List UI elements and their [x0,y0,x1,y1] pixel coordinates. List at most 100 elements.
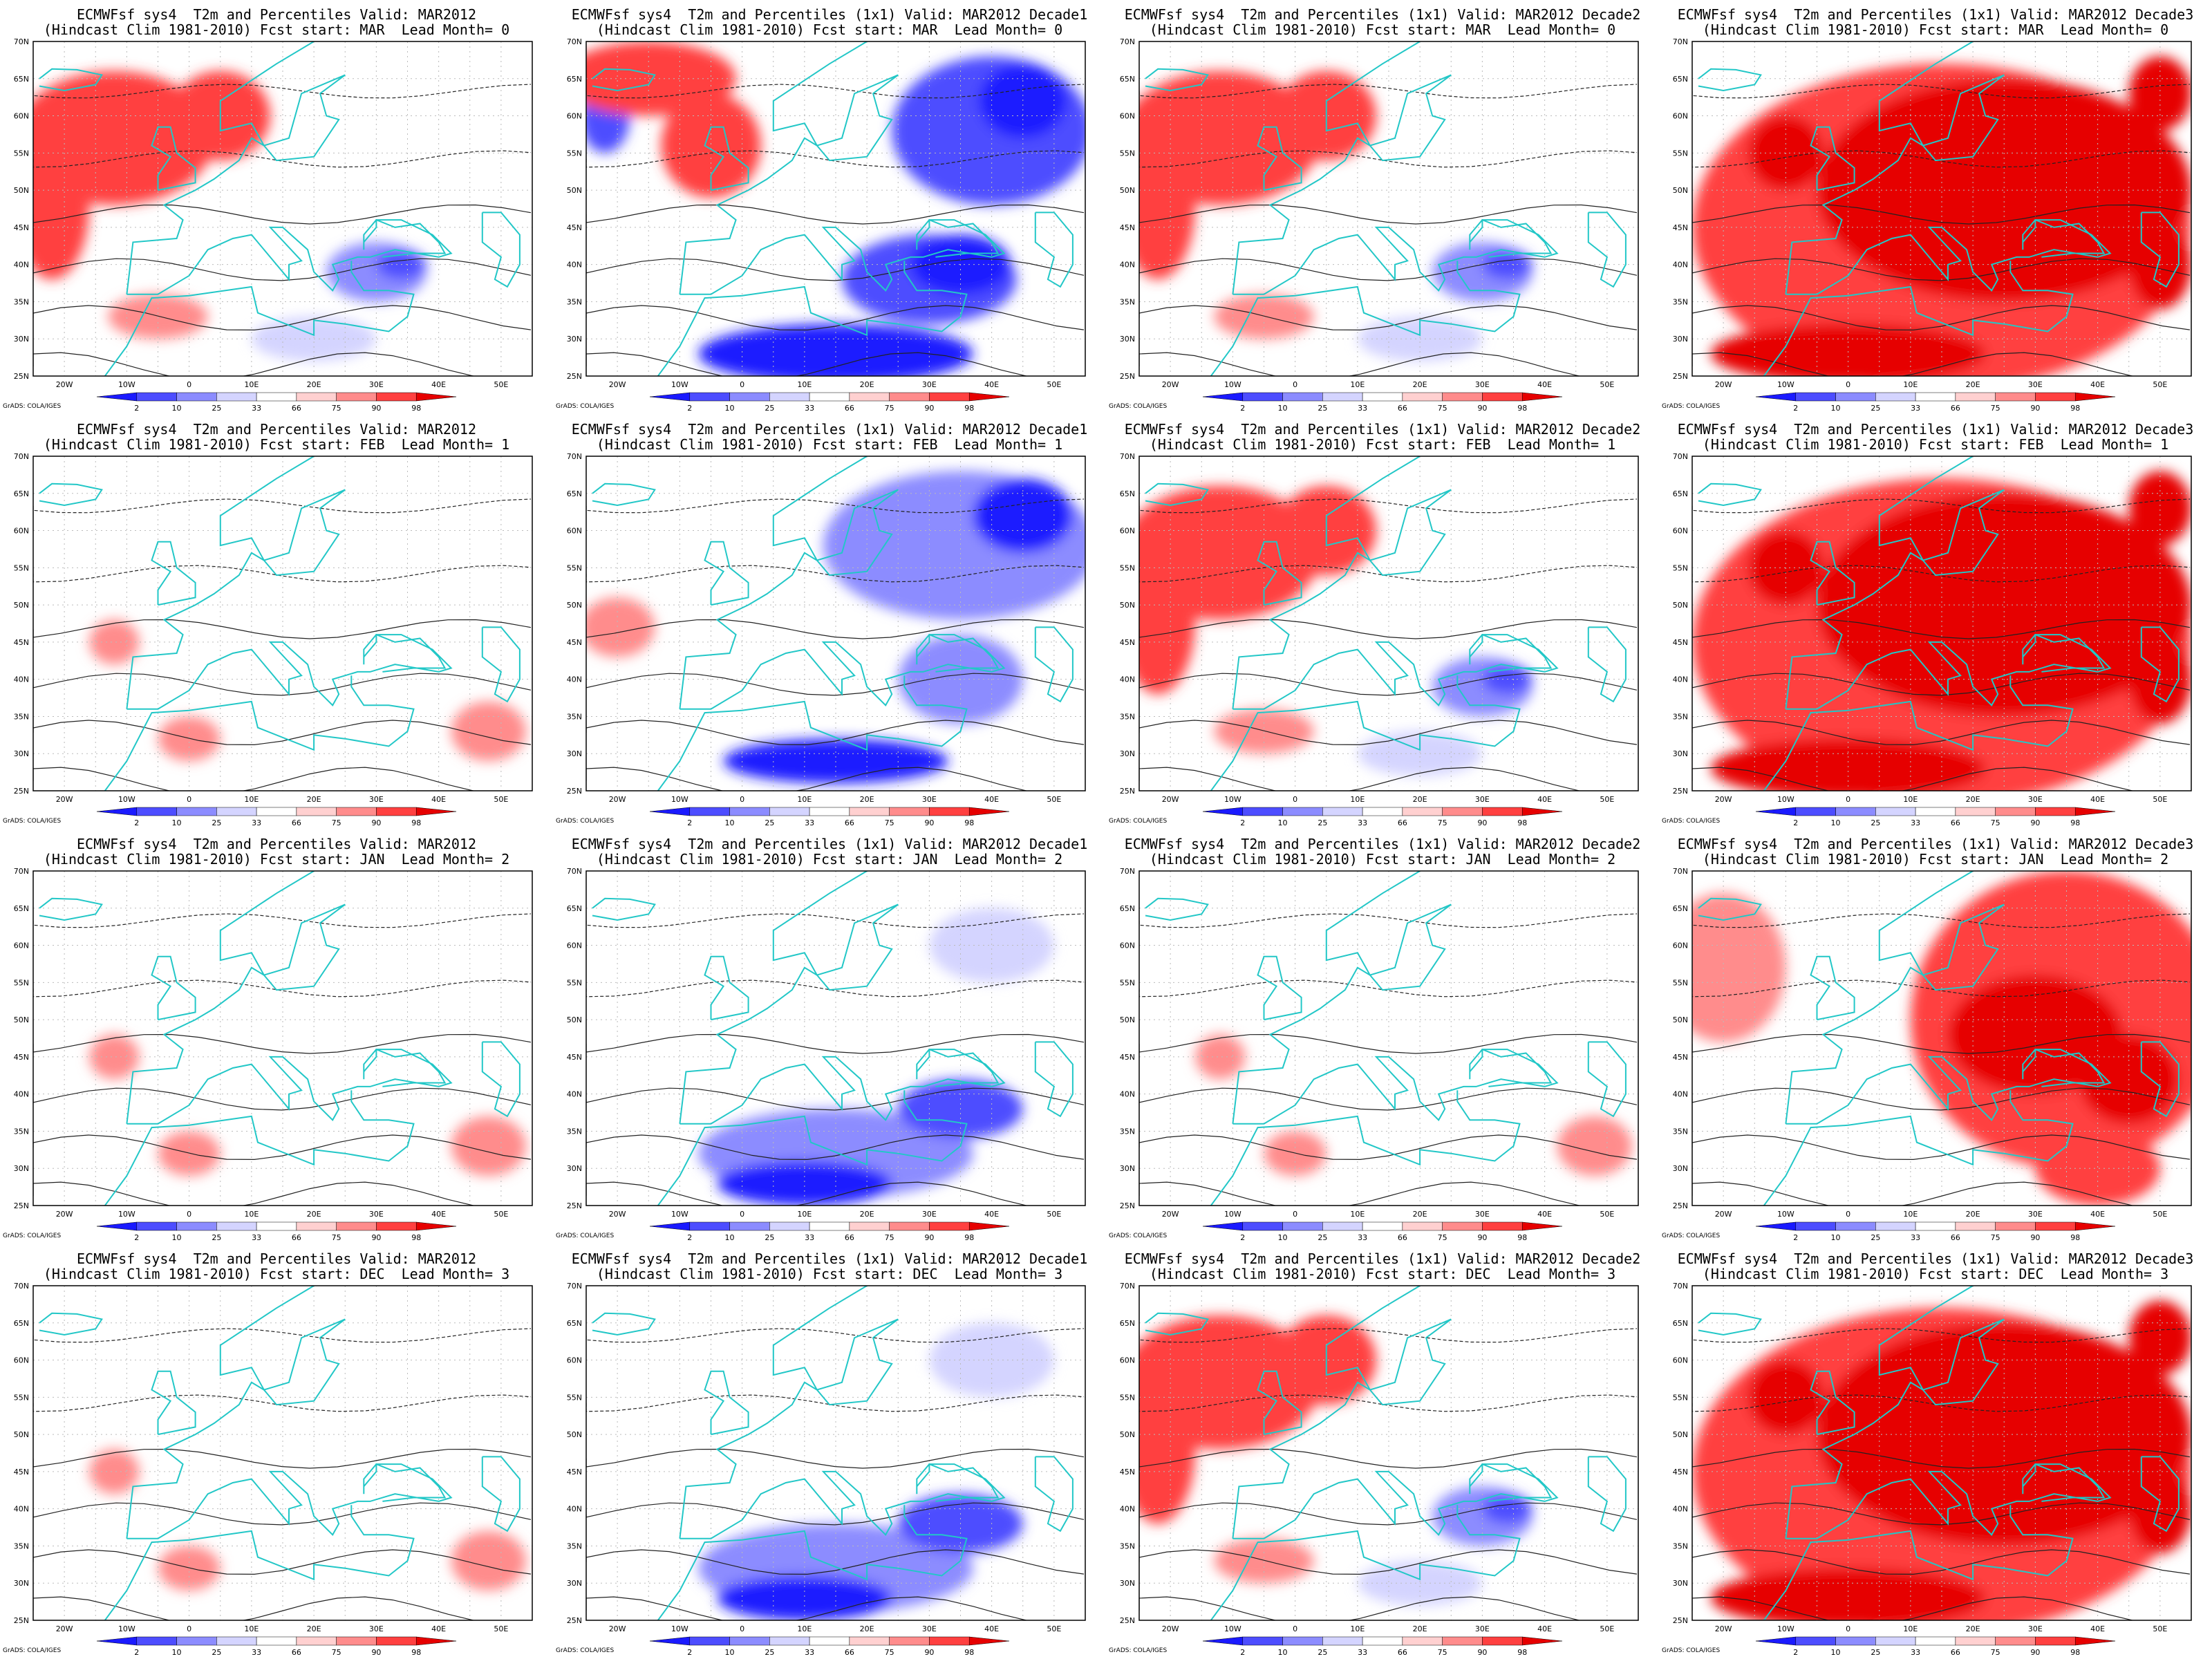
lat-label: 30N [1673,1164,1688,1173]
lon-label: 20W [1715,1624,1732,1633]
lat-label: 50N [1120,1015,1135,1024]
legend-swatch [689,392,730,402]
forecast-panel: ECMWFsf sys4 T2m and Percentiles (1x1) V… [1659,415,2212,830]
legend-tick-label: 75 [1991,404,2000,413]
legend-swatch [136,807,177,816]
lon-label: 40E [1537,380,1552,389]
panel-subtitle: (Hindcast Clim 1981-2010) Fcst start: JA… [1702,851,2169,868]
lat-label: 35N [1120,1541,1135,1550]
forecast-panel: ECMWFsf sys4 T2m and Percentiles Valid: … [0,1244,553,1659]
lat-label: 60N [567,112,582,121]
legend-swatch [96,392,138,402]
legend-swatch [1795,807,1836,816]
lon-label: 20W [1162,795,1179,804]
legend-tick-label: 2 [1793,1648,1798,1657]
lon-label: 20E [1966,795,1980,804]
lon-label: 10W [118,380,135,389]
legend-tick-label: 10 [172,1648,182,1657]
legend-tick-label: 33 [1911,1233,1920,1242]
lat-label: 30N [1673,1579,1688,1588]
legend-tick-label: 66 [1398,404,1407,413]
panel-title: ECMWFsf sys4 T2m and Percentiles (1x1) V… [1124,6,1641,23]
lon-label: 30E [922,1210,937,1219]
grads-credit: GrADS: COLA/IGES [3,1232,61,1239]
map-plot: 70N 65N 60N 55N 50N 45N 40N 35N 30N 25N 20W 10W 0 10E… [556,867,1086,1242]
lat-label: 70N [1120,452,1135,461]
legend-tick-label: 25 [212,818,221,827]
legend-swatch [1795,1636,1836,1646]
legend-swatch [296,1221,337,1231]
legend-swatch [2035,1636,2076,1646]
legend-swatch [336,1221,377,1231]
lat-label: 35N [14,712,29,721]
legend-tick-label: 25 [212,404,221,413]
legend-swatch [929,1636,970,1646]
lat-label: 45N [1673,223,1688,232]
legend-swatch [2074,1221,2116,1231]
lat-label: 55N [567,149,582,158]
lat-label: 70N [14,452,29,461]
lat-label: 65N [14,904,29,913]
lat-label: 40N [1673,1505,1688,1514]
legend-tick-label: 66 [292,404,301,413]
panel-title: ECMWFsf sys4 T2m and Percentiles (1x1) V… [1677,836,2194,852]
lat-label: 45N [1673,1468,1688,1477]
legend-tick-label: 75 [332,404,341,413]
map-plot: 70N 65N 60N 55N 50N 45N 40N 35N 30N 25N 20W 10W 0 10E… [1109,1282,1639,1657]
lat-label: 65N [1673,75,1688,84]
legend-tick-label: 25 [1318,818,1327,827]
panel-subtitle: (Hindcast Clim 1981-2010) Fcst start: DE… [596,1266,1063,1282]
panel-title: ECMWFsf sys4 T2m and Percentiles (1x1) V… [1677,6,2194,23]
lat-label: 35N [567,1127,582,1136]
legend-tick-label: 98 [1517,1233,1527,1242]
legend-tick-label: 90 [1477,1648,1487,1657]
lon-label: 0 [1293,1210,1297,1219]
legend-swatch [136,392,177,402]
grads-credit: GrADS: COLA/IGES [3,403,61,410]
lat-label: 25N [14,1616,29,1625]
legend-tick-label: 66 [292,1233,301,1242]
panel-subtitle: (Hindcast Clim 1981-2010) Fcst start: DE… [1702,1266,2169,1282]
lat-label: 40N [1120,1090,1135,1099]
lat-label: 40N [567,261,582,270]
lat-label: 50N [1673,601,1688,610]
lat-label: 25N [1120,372,1135,381]
legend-swatch [336,807,377,816]
legend-swatch [1755,1636,1797,1646]
legend-tick-label: 2 [687,1233,692,1242]
grads-credit: GrADS: COLA/IGES [1662,1647,1720,1654]
legend-tick-label: 2 [134,1648,139,1657]
lat-label: 65N [1120,75,1135,84]
panel-subtitle: (Hindcast Clim 1981-2010) Fcst start: FE… [596,436,1063,453]
legend-tick-label: 2 [687,1648,692,1657]
legend-tick-label: 10 [725,818,735,827]
lon-label: 20E [307,1624,321,1633]
lat-label: 60N [567,941,582,950]
panel-title: ECMWFsf sys4 T2m and Percentiles (1x1) V… [1124,1250,1641,1267]
lat-label: 25N [1673,787,1688,796]
legend-tick-label: 66 [845,818,854,827]
legend-tick-label: 90 [1477,818,1487,827]
legend-tick-label: 2 [1240,404,1245,413]
lat-label: 60N [14,1356,29,1365]
legend-tick-label: 33 [252,818,261,827]
legend-swatch [1242,1221,1283,1231]
panel-subtitle: (Hindcast Clim 1981-2010) Fcst start: MA… [43,21,510,38]
percentile-shading [1948,975,2123,1094]
lat-label: 55N [14,563,29,572]
lon-label: 20E [1966,1210,1980,1219]
lon-label: 20W [609,380,626,389]
legend-swatch [2035,1221,2076,1231]
legend-tick-label: 90 [371,1233,381,1242]
grads-credit: GrADS: COLA/IGES [556,403,614,410]
forecast-panel: ECMWFsf sys4 T2m and Percentiles Valid: … [0,0,553,415]
legend-swatch [729,1636,770,1646]
legend-tick-label: 25 [1871,1648,1880,1657]
legend-swatch [649,1636,691,1646]
legend-swatch [1282,392,1323,402]
lat-label: 50N [1673,1430,1688,1439]
forecast-panel: ECMWFsf sys4 T2m and Percentiles (1x1) V… [1106,0,1659,415]
grads-credit: GrADS: COLA/IGES [556,1232,614,1239]
legend-tick-label: 2 [1793,1233,1798,1242]
lat-label: 65N [1673,1319,1688,1328]
